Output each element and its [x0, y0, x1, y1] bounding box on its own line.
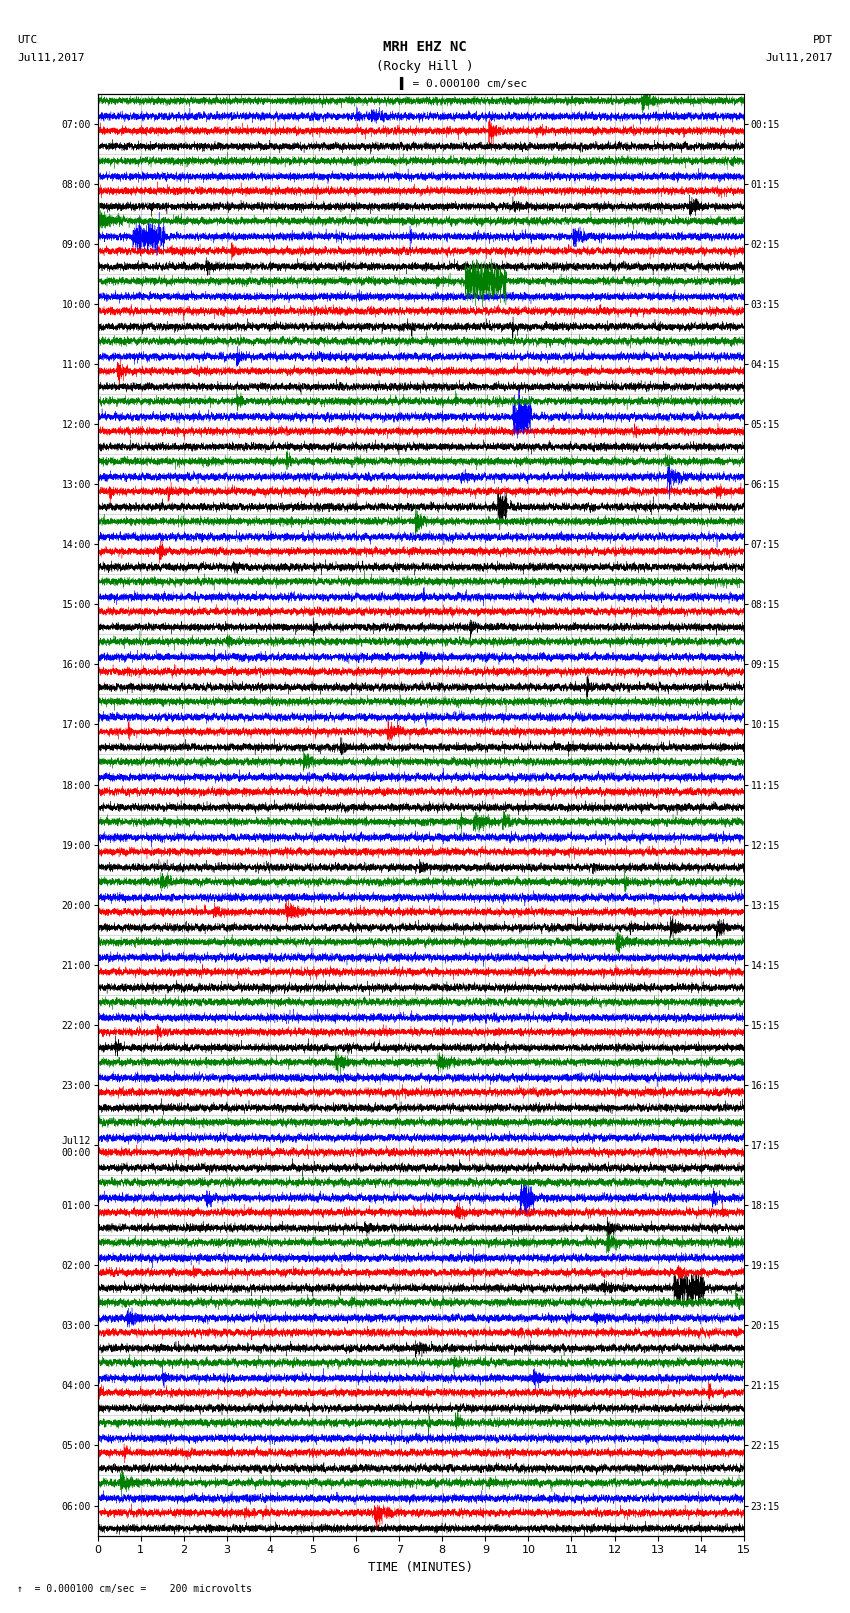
Text: (Rocky Hill ): (Rocky Hill ) [377, 60, 473, 73]
Text: Jul11,2017: Jul11,2017 [766, 53, 833, 63]
Text: MRH EHZ NC: MRH EHZ NC [383, 40, 467, 55]
Text: PDT: PDT [813, 35, 833, 45]
Text: UTC: UTC [17, 35, 37, 45]
Text: Jul11,2017: Jul11,2017 [17, 53, 84, 63]
X-axis label: TIME (MINUTES): TIME (MINUTES) [368, 1561, 473, 1574]
Text: ↑  = 0.000100 cm/sec =    200 microvolts: ↑ = 0.000100 cm/sec = 200 microvolts [17, 1584, 252, 1594]
Text: ▌ = 0.000100 cm/sec: ▌ = 0.000100 cm/sec [400, 77, 528, 90]
